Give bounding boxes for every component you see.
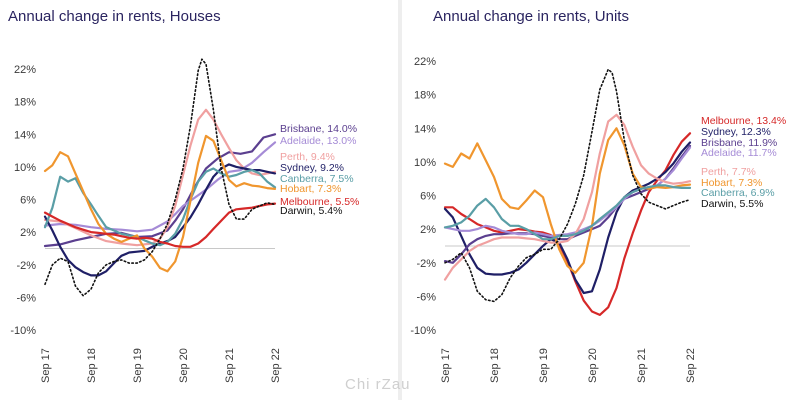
- y-tick-label: 10%: [414, 157, 436, 169]
- units-chart: 22% 18% 14% 10% 6% 2% -2% -6% -10% Sep 17 Sep 18 Se…: [410, 56, 786, 383]
- series-line-melbourne: [43, 202, 277, 248]
- series-line-perth: [443, 113, 692, 281]
- x-tick-label: Sep 22: [685, 348, 697, 383]
- x-tick-label: Sep 22: [270, 348, 282, 383]
- x-tick-label: Sep 21: [636, 348, 648, 383]
- series-label-brisbane: Brisbane, 11.9%: [701, 137, 777, 149]
- y-tick-label: 10%: [14, 162, 36, 174]
- y-tick-label: 22%: [414, 56, 436, 68]
- y-tick-label: 18%: [14, 97, 36, 109]
- x-tick-label: Sep 20: [587, 348, 599, 383]
- units-chart-panel: Annual change in rents, Units 22% 18% 14% 1…: [405, 0, 800, 400]
- x-tick-label: Sep 18: [489, 348, 501, 383]
- series-label-perth: Perth, 7.7%: [701, 166, 756, 178]
- series-label-adelaide: Adelaide, 11.7%: [701, 147, 777, 159]
- series-label-hobart: Hobart, 7.3%: [280, 183, 341, 195]
- series-line-hobart: [43, 134, 277, 273]
- y-tick-label: 2%: [20, 227, 36, 239]
- watermark: Chi rZau: [345, 376, 411, 393]
- x-tick-label: Sep 17: [440, 348, 452, 383]
- series-line-sydney: [443, 141, 692, 295]
- series-label-perth: Perth, 9.4%: [280, 151, 335, 163]
- panel-divider: [398, 0, 402, 400]
- series-label-canberra: Canberra, 6.9%: [701, 187, 775, 199]
- x-tick-label: Sep 19: [132, 348, 144, 383]
- series-line-canberra: [443, 184, 692, 241]
- x-tick-label: Sep 17: [40, 348, 52, 383]
- y-tick-label: 14%: [414, 123, 436, 135]
- series-label-adelaide: Adelaide, 13.0%: [280, 135, 356, 147]
- y-tick-label: 6%: [20, 195, 36, 207]
- y-tick-label: -6%: [16, 292, 36, 304]
- x-tick-label: Sep 19: [538, 348, 550, 383]
- series-label-hobart: Hobart, 7.3%: [701, 177, 762, 189]
- y-tick-label: 14%: [14, 129, 36, 141]
- series-label-sydney: Sydney, 9.2%: [280, 162, 344, 174]
- y-tick-label: 2%: [420, 224, 436, 236]
- x-tick-label: Sep 18: [86, 348, 98, 383]
- series-label-brisbane: Brisbane, 14.0%: [280, 123, 357, 135]
- y-tick-label: 22%: [14, 64, 36, 76]
- y-tick-label: -2%: [416, 258, 436, 270]
- y-tick-label: -6%: [416, 291, 436, 303]
- series-line-sydney: [43, 163, 277, 277]
- y-tick-label: -2%: [16, 260, 36, 272]
- chart-title: Annual change in rents, Units: [433, 8, 629, 25]
- series-line-brisbane: [43, 133, 277, 248]
- series-label-darwin: Darwin, 5.5%: [701, 198, 763, 210]
- series-line-darwin: [44, 58, 276, 297]
- series-line-darwin: [444, 68, 691, 303]
- series-line-adelaide: [443, 146, 692, 237]
- series-label-darwin: Darwin, 5.4%: [280, 205, 342, 217]
- houses-chart: 22% 18% 14% 10% 6% 2% -2% -6% -10% Sep 17 Sep 18 Se…: [10, 58, 359, 383]
- y-tick-label: -10%: [410, 325, 436, 337]
- houses-chart-panel: Annual change in rents, Houses 22% 18% 14%…: [0, 0, 395, 400]
- y-tick-label: -10%: [10, 325, 36, 337]
- x-tick-label: Sep 20: [178, 348, 190, 383]
- chart-title: Annual change in rents, Houses: [8, 8, 221, 25]
- series-line-adelaide: [43, 141, 277, 233]
- series-label-canberra: Canberra, 7.5%: [280, 173, 354, 185]
- series-line-hobart: [443, 127, 692, 274]
- series-label-sydney: Sydney, 12.3%: [701, 126, 771, 138]
- x-tick-label: Sep 21: [224, 348, 236, 383]
- y-tick-label: 18%: [414, 90, 436, 102]
- series-label-melbourne: Melbourne, 13.4%: [701, 115, 786, 127]
- y-tick-label: 6%: [420, 191, 436, 203]
- series-label-melbourne: Melbourne, 5.5%: [280, 196, 359, 208]
